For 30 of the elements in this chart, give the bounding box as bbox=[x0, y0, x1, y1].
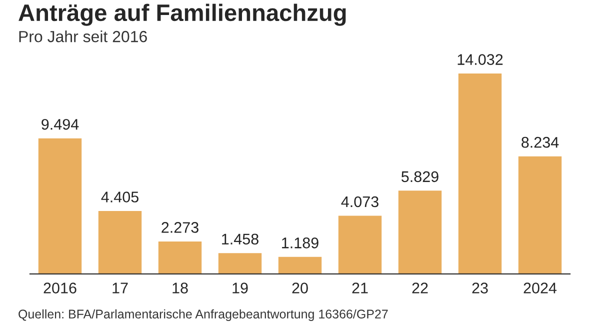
x-tick-label: 22 bbox=[412, 282, 428, 294]
x-tick-label: 23 bbox=[472, 282, 488, 294]
bar bbox=[98, 211, 142, 274]
data-label: 2.273 bbox=[162, 222, 198, 233]
bar bbox=[458, 74, 502, 274]
source-note: Quellen: BFA/Parlamentarische Anfragebeantwortung 16366/GP27 bbox=[18, 309, 388, 321]
x-tick-label: 18 bbox=[172, 282, 188, 294]
bar bbox=[278, 256, 322, 274]
data-label: 14.032 bbox=[458, 54, 503, 65]
bar bbox=[518, 156, 562, 274]
bar bbox=[158, 241, 202, 274]
bar bbox=[338, 216, 382, 274]
x-tick-label: 20 bbox=[292, 282, 308, 294]
x-tick-label: 19 bbox=[232, 282, 248, 294]
data-label: 8.234 bbox=[522, 136, 559, 148]
data-label: 4.405 bbox=[101, 192, 138, 202]
chart-title: Anträge auf Familiennachzug bbox=[18, 4, 346, 26]
bar bbox=[38, 138, 82, 274]
data-label: 1.189 bbox=[282, 238, 318, 248]
data-label: 1.458 bbox=[222, 234, 258, 245]
data-label: 5.829 bbox=[401, 171, 438, 182]
x-tick-label: 17 bbox=[112, 282, 128, 294]
data-label: 4.073 bbox=[341, 196, 378, 208]
x-tick-label: 2016 bbox=[44, 282, 76, 294]
data-label: 9.494 bbox=[42, 118, 79, 130]
bar bbox=[398, 190, 442, 274]
x-tick-label: 21 bbox=[352, 282, 368, 294]
x-tick-label: 2024 bbox=[524, 282, 557, 294]
chart-subtitle: Pro Jahr seit 2016 bbox=[19, 30, 147, 42]
bar bbox=[218, 253, 262, 274]
